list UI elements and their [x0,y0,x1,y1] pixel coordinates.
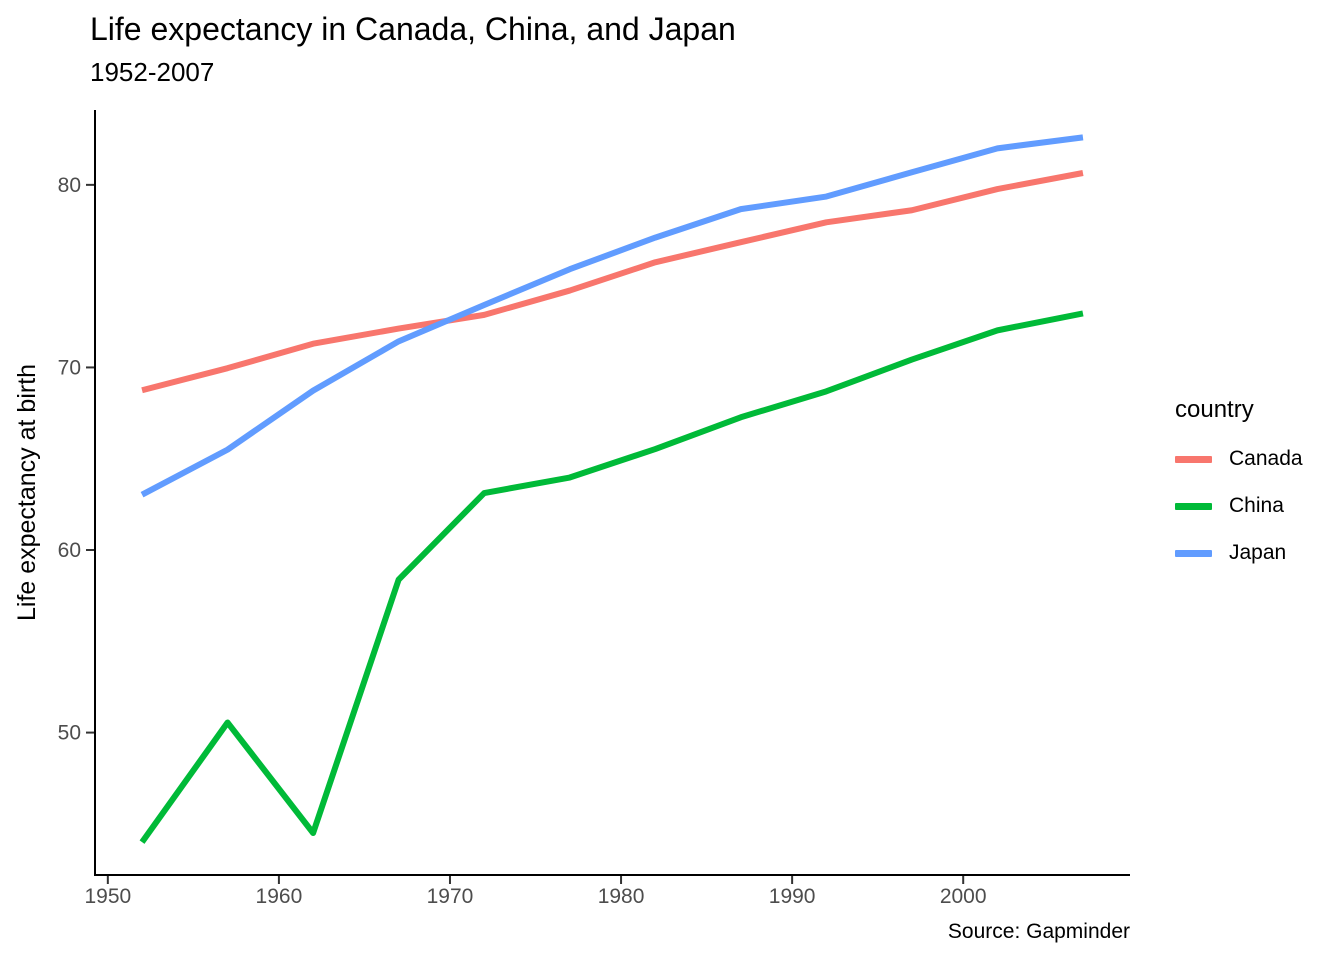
legend: country Canada China Japan [1175,396,1303,589]
x-axis-tick-label: 1970 [427,885,474,908]
chart-subtitle: 1952-2007 [90,57,215,87]
x-axis-tick-label: 2000 [940,885,987,908]
y-axis-tick-label: 80 [58,174,81,197]
legend-entry-canada: Canada [1175,447,1303,470]
legend-swatch-japan [1175,549,1212,557]
legend-label-china: China [1229,494,1284,517]
legend-label-canada: Canada [1229,447,1303,470]
legend-entry-japan: Japan [1175,541,1303,564]
line-series-china [139,310,1084,844]
x-axis-tick-label: 1990 [769,885,816,908]
y-axis-tick-label: 60 [58,539,81,562]
x-axis-tick-label: 1960 [256,885,303,908]
line-series-japan [140,134,1084,498]
legend-swatch-canada [1175,455,1212,463]
chart-title: Life expectancy in Canada, China, and Ja… [90,11,736,47]
legend-title: country [1175,396,1254,423]
line-series-canada [141,170,1084,394]
y-axis-tick-label: 70 [58,356,81,379]
legend-swatch-china [1175,502,1212,510]
x-axis-tick-label: 1980 [598,885,645,908]
legend-entry-china: China [1175,494,1303,517]
chart-caption: Source: Gapminder [947,920,1130,943]
legend-label-japan: Japan [1229,541,1287,564]
x-axis-tick-label: 1950 [84,885,131,908]
y-axis-tick-label: 50 [58,722,81,745]
